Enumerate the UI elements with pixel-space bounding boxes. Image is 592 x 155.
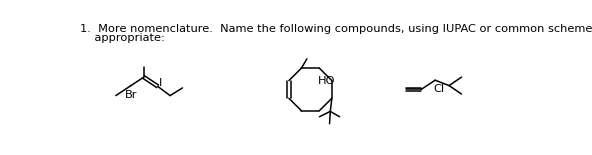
Text: HO: HO	[318, 76, 336, 86]
Text: Br: Br	[124, 90, 137, 100]
Text: appropriate:: appropriate:	[80, 33, 165, 43]
Text: Cl: Cl	[433, 84, 445, 94]
Text: I: I	[159, 78, 163, 88]
Text: 1.  More nomenclature.  Name the following compounds, using IUPAC or common sche: 1. More nomenclature. Name the following…	[80, 24, 592, 34]
